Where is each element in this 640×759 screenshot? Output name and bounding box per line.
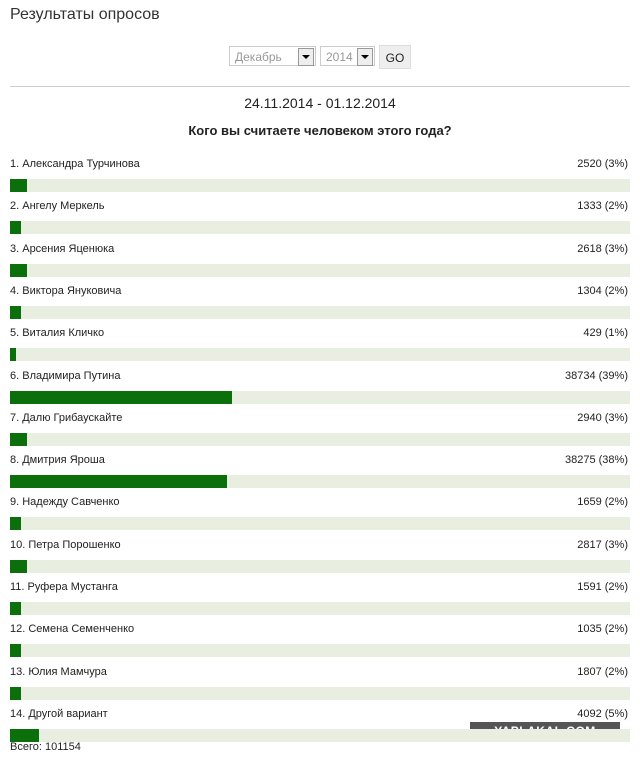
option-result: 38734 (39%) (565, 369, 628, 382)
month-value: Декабрь (235, 50, 282, 64)
page-title: Результаты опросов (10, 6, 160, 23)
option-result: 1333 (2%) (577, 200, 628, 213)
dropdown-arrow (357, 48, 373, 66)
option-result: 1659 (2%) (577, 496, 628, 509)
bar-track (10, 263, 630, 277)
bar (10, 390, 233, 404)
option-result: 429 (1%) (583, 327, 628, 340)
bar (10, 644, 22, 658)
bar-track (10, 517, 630, 531)
option-label: 9. Надежду Савченко (10, 496, 120, 509)
bar (10, 263, 28, 277)
year-select[interactable]: 2014 (320, 46, 375, 66)
bar (10, 475, 227, 489)
divider (10, 86, 630, 87)
option-label: 2. Ангелу Меркель (10, 200, 105, 213)
bar (10, 305, 22, 319)
bar (10, 221, 22, 235)
option-label: 10. Петра Порошенко (10, 538, 121, 551)
option-label: 1. Александра Турчинова (10, 158, 140, 170)
bar (10, 517, 22, 531)
bar-track (10, 221, 630, 235)
bar-track (10, 728, 630, 742)
option-result: 2520 (3%) (577, 158, 628, 170)
poll-total: Всего: 101154 (10, 741, 81, 753)
bar-track (10, 348, 630, 362)
option-label: 12. Семена Семенченко (10, 623, 135, 636)
option-result: 2817 (3%) (577, 538, 628, 551)
option-result: 2618 (3%) (577, 242, 628, 255)
bar-track (10, 305, 630, 319)
bar-track (10, 432, 630, 446)
option-result: 38275 (38%) (565, 454, 628, 467)
option-result: 1035 (2%) (577, 623, 628, 636)
month-select[interactable]: Декабрь (229, 46, 316, 66)
bar-track (10, 602, 630, 615)
bar-track (10, 179, 630, 192)
bar-track (10, 686, 630, 700)
year-value: 2014 (326, 50, 353, 64)
bar-track (10, 559, 630, 573)
bar (10, 602, 22, 615)
option-result: 2940 (3%) (577, 411, 628, 424)
bar (10, 559, 28, 573)
option-label: 8. Дмитрия Яроша (10, 454, 105, 467)
go-button[interactable]: GO (379, 45, 411, 69)
option-result: 1807 (2%) (577, 665, 628, 678)
bar-track (10, 475, 630, 489)
option-label: 4. Виктора Януковича (10, 284, 122, 297)
option-label: 11. Руфера Мустанга (10, 581, 118, 593)
bar (10, 686, 22, 700)
dropdown-arrow (298, 48, 314, 66)
option-label: 13. Юлия Мамчура (10, 665, 107, 678)
option-result: 1591 (2%) (577, 581, 628, 593)
bar (10, 432, 28, 446)
option-label: 3. Арсения Яценюка (10, 242, 115, 255)
option-label: 14. Другой вариант (10, 707, 108, 720)
poll-period: 24.11.2014 - 01.12.2014 (244, 95, 396, 111)
bar (10, 728, 39, 742)
option-label: 7. Далю Грибаускайте (10, 411, 123, 424)
bar (10, 179, 28, 192)
option-result: 4092 (5%) (577, 707, 628, 720)
option-label: 6. Владимира Путина (10, 369, 121, 382)
bar-track (10, 390, 630, 404)
poll-question: Кого вы считаете человеком этого года? (188, 123, 452, 138)
bar-track (10, 644, 630, 658)
option-result: 1304 (2%) (577, 284, 628, 297)
option-label: 5. Виталия Кличко (10, 327, 105, 340)
bar (10, 348, 16, 362)
